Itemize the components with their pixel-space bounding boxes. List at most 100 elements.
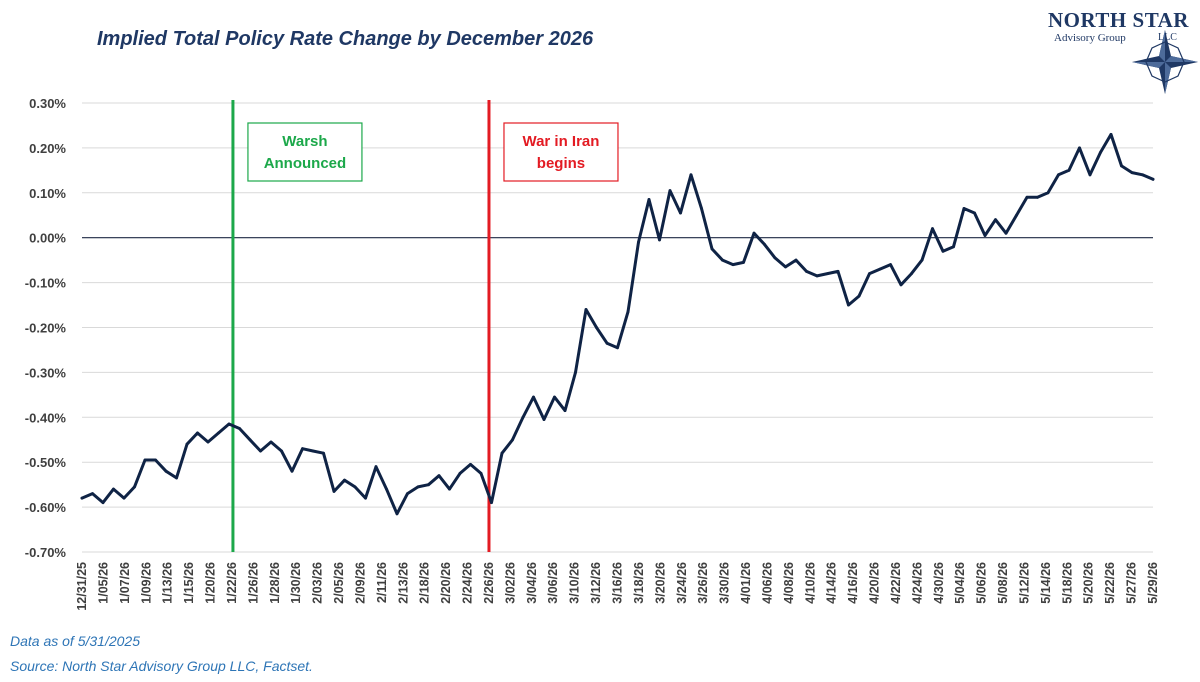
x-tick-label: 4/30/26 [932, 562, 946, 604]
data-point [206, 440, 210, 444]
gridlines [82, 102, 1153, 553]
x-tick-label: 3/20/26 [653, 562, 667, 604]
data-point [490, 501, 493, 504]
data-point [941, 249, 945, 253]
data-point [1046, 191, 1050, 195]
x-tick-label: 1/28/26 [268, 562, 282, 604]
x-tick-label: 5/27/26 [1125, 562, 1139, 604]
data-point [343, 478, 346, 482]
x-tick-label: 5/22/26 [1103, 562, 1117, 604]
event-label: Warsh [282, 133, 327, 150]
data-point [1078, 146, 1081, 150]
data-point [322, 451, 325, 455]
x-tick-label: 3/26/26 [696, 562, 710, 604]
data-point [500, 451, 504, 455]
x-tick-label: 3/24/26 [675, 562, 689, 604]
data-point [1099, 151, 1102, 154]
data-point [910, 272, 913, 275]
data-point [238, 427, 241, 430]
x-tick-label: 4/22/26 [889, 562, 903, 604]
data-point [1120, 164, 1123, 168]
logo-suffix: LLC [1158, 32, 1177, 43]
data-as-of-note: Data as of 5/31/2025 [10, 633, 140, 649]
data-point [931, 227, 934, 231]
x-tick-label: 3/30/26 [718, 562, 732, 604]
x-tick-label: 4/01/26 [739, 562, 753, 604]
data-point [112, 487, 115, 491]
data-point [794, 258, 798, 262]
x-tick-label: 3/04/26 [525, 562, 539, 604]
data-point [868, 272, 871, 275]
data-point [752, 231, 756, 235]
data-point [395, 512, 399, 516]
x-tick-label: 2/24/26 [461, 562, 475, 604]
x-tick-label: 4/16/26 [846, 562, 860, 604]
data-point [1088, 173, 1092, 177]
x-tick-label: 1/05/26 [96, 562, 110, 604]
data-point [1109, 133, 1113, 136]
data-point [805, 270, 808, 273]
series [80, 132, 1155, 516]
x-tick-label: 5/18/26 [1060, 562, 1074, 604]
x-tick-label: 1/09/26 [139, 562, 153, 604]
data-point [721, 258, 724, 262]
data-point [1004, 231, 1008, 235]
x-tick-label: 2/09/26 [353, 562, 367, 604]
data-point [122, 496, 126, 500]
data-point [1130, 171, 1134, 175]
x-tick-label: 5/04/26 [953, 562, 967, 604]
data-point [605, 341, 609, 345]
data-point [1141, 173, 1144, 177]
data-point [406, 492, 409, 495]
data-point [154, 458, 157, 462]
data-point [269, 440, 273, 444]
data-point [227, 422, 231, 426]
data-point [511, 438, 514, 442]
x-tick-label: 3/12/26 [589, 562, 603, 604]
data-point [847, 303, 850, 307]
data-point [815, 274, 819, 278]
compass-star-icon [1132, 30, 1198, 94]
x-tick-label: 4/24/26 [910, 562, 924, 604]
data-point [248, 438, 252, 442]
data-point [532, 395, 535, 399]
data-point [700, 207, 703, 210]
data-point [763, 243, 766, 246]
y-tick-label: -0.40% [25, 410, 67, 425]
y-tick-label: -0.20% [25, 321, 67, 336]
data-point [658, 238, 661, 242]
x-tick-label: 4/08/26 [782, 562, 796, 604]
x-tick-label: 1/26/26 [246, 562, 260, 604]
data-point [290, 469, 294, 473]
data-point [920, 258, 924, 262]
event-label: War in Iran [522, 133, 599, 150]
x-tick-label: 12/31/25 [75, 562, 89, 611]
data-point [448, 487, 451, 491]
data-point [469, 463, 472, 466]
data-point [80, 496, 84, 500]
data-point [553, 395, 556, 399]
data-point [1067, 168, 1071, 172]
x-tick-label: 3/06/26 [546, 562, 560, 604]
data-point [826, 272, 829, 275]
x-tick-label: 2/05/26 [332, 562, 346, 604]
x-axis-ticks: 12/31/25 1/05/26 1/07/26 1/09/26 1/13/26 1/15… [75, 562, 1160, 611]
event-label: begins [537, 155, 585, 172]
event-label-box [247, 122, 363, 182]
data-point [710, 247, 714, 251]
data-point [101, 501, 105, 504]
series-line [80, 132, 1155, 516]
y-tick-label: 0.00% [29, 231, 66, 246]
x-tick-label: 4/06/26 [760, 562, 774, 604]
x-tick-label: 5/06/26 [975, 562, 989, 604]
y-tick-label: 0.30% [29, 96, 66, 111]
data-point [952, 245, 955, 249]
y-tick-label: -0.60% [25, 500, 67, 515]
data-point [458, 472, 462, 475]
x-tick-label: 4/10/26 [803, 562, 817, 604]
data-point [626, 310, 630, 314]
data-point [280, 449, 283, 453]
x-tick-label: 3/18/26 [632, 562, 646, 604]
x-tick-label: 2/11/26 [375, 562, 389, 603]
